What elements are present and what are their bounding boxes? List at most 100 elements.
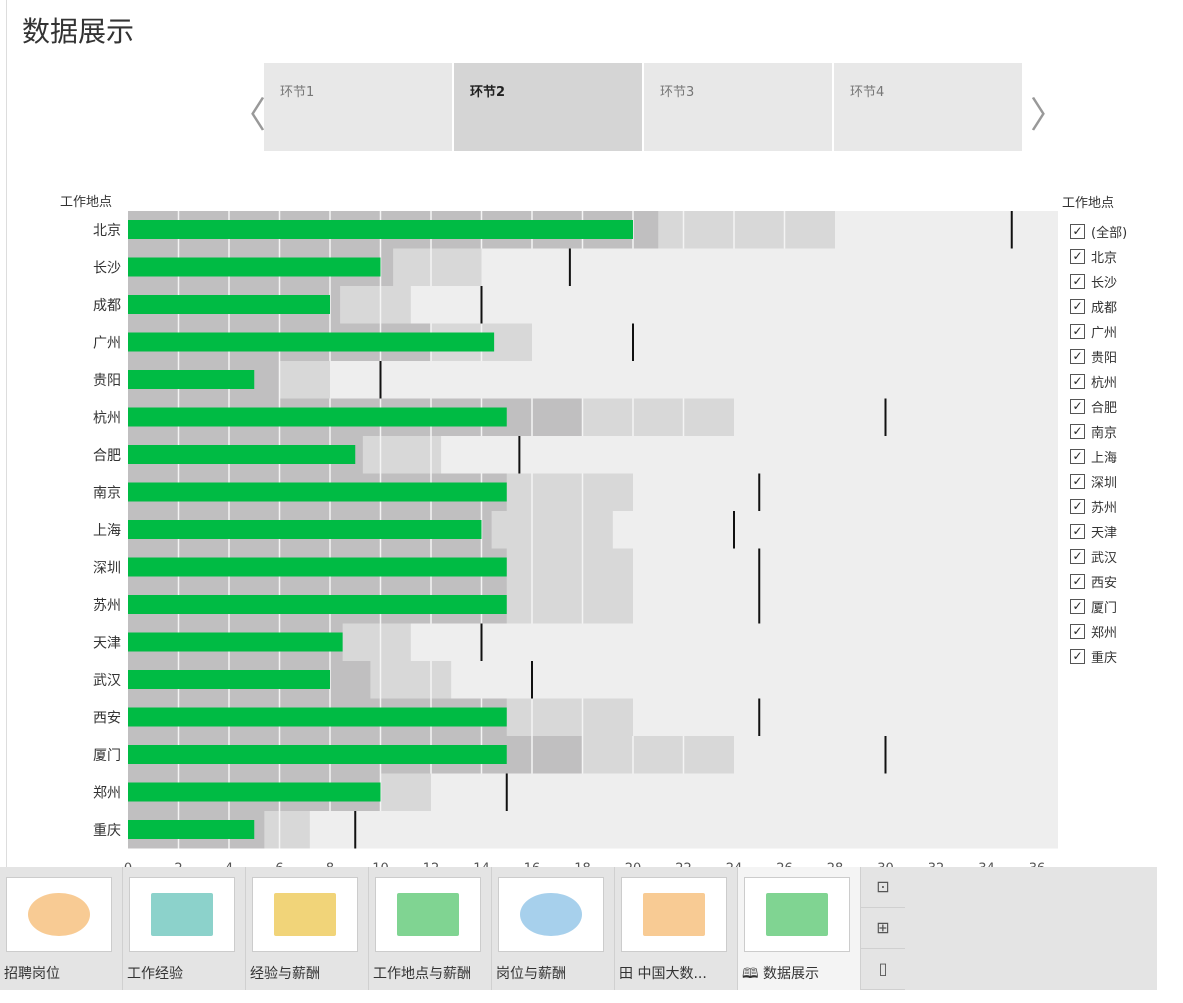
page-title: 数据展示 xyxy=(22,15,135,48)
sheet-tab[interactable]: 岗位与薪酬 xyxy=(492,867,615,990)
new-story-icon[interactable]: ▯ xyxy=(861,949,905,990)
bar-天津 xyxy=(128,632,343,652)
legend-item[interactable]: ✓ 杭州 xyxy=(1062,369,1127,394)
checkbox-icon[interactable]: ✓ xyxy=(1070,224,1085,239)
bar-杭州 xyxy=(128,407,507,427)
legend-item-label: 天津 xyxy=(1091,526,1118,541)
category-label: 上海 xyxy=(93,523,121,539)
checkbox-icon[interactable]: ✓ xyxy=(1070,299,1085,314)
legend-item[interactable]: ✓ 上海 xyxy=(1062,444,1127,469)
checkbox-icon[interactable]: ✓ xyxy=(1070,449,1085,464)
checkbox-icon[interactable]: ✓ xyxy=(1070,649,1085,664)
story-point-1[interactable]: 环节1 xyxy=(264,63,452,151)
legend-item-label: 南京 xyxy=(1091,426,1118,441)
legend-item[interactable]: ✓ 郑州 xyxy=(1062,619,1127,644)
sheet-label: 招聘岗位 xyxy=(4,966,60,982)
checkbox-icon[interactable]: ✓ xyxy=(1070,424,1085,439)
sheet-tab[interactable]: 田 中国大数... xyxy=(615,867,738,990)
legend-item[interactable]: ✓ 南京 xyxy=(1062,419,1127,444)
category-label: 重庆 xyxy=(93,823,121,839)
bar-成都 xyxy=(128,295,330,314)
category-label: 苏州 xyxy=(93,598,121,614)
legend-item-label: 杭州 xyxy=(1091,376,1118,391)
category-label: 天津 xyxy=(93,635,121,651)
checkbox-icon[interactable]: ✓ xyxy=(1070,624,1085,639)
sheet-tab[interactable]: 经验与薪酬 xyxy=(246,867,369,990)
bar-南京 xyxy=(128,482,507,502)
checkbox-icon[interactable]: ✓ xyxy=(1070,499,1085,514)
category-label: 合肥 xyxy=(93,448,121,464)
story-point-3[interactable]: 环节3 xyxy=(644,63,832,151)
legend-item-label: 上海 xyxy=(1091,451,1118,466)
checkbox-icon[interactable]: ✓ xyxy=(1070,549,1085,564)
story-point-4[interactable]: 环节4 xyxy=(834,63,1022,151)
sheet-thumbnail xyxy=(129,877,235,952)
legend-item[interactable]: ✓ 武汉 xyxy=(1062,544,1127,569)
checkbox-icon[interactable]: ✓ xyxy=(1070,474,1085,489)
bar-广州 xyxy=(128,332,495,352)
sheet-label: 岗位与薪酬 xyxy=(496,966,566,982)
category-label: 武汉 xyxy=(93,673,121,689)
sheet-tab[interactable]: 🕮 数据展示 xyxy=(738,867,861,990)
story-point-2[interactable]: 环节2 xyxy=(454,63,642,151)
category-label: 西安 xyxy=(93,710,121,726)
bar-北京 xyxy=(128,220,633,239)
bar-重庆 xyxy=(128,820,255,839)
sheet-tab[interactable]: 工作地点与薪酬 xyxy=(369,867,492,990)
chevron-right-icon[interactable]: 〉 xyxy=(1030,95,1067,136)
legend-item[interactable]: ✓ 长沙 xyxy=(1062,269,1127,294)
legend-item[interactable]: ✓ 北京 xyxy=(1062,244,1127,269)
checkbox-icon[interactable]: ✓ xyxy=(1070,599,1085,614)
legend-item[interactable]: ✓ 苏州 xyxy=(1062,494,1127,519)
sheet-label: 经验与薪酬 xyxy=(250,966,320,982)
category-label: 深圳 xyxy=(93,560,121,576)
legend-item[interactable]: ✓ 西安 xyxy=(1062,569,1127,594)
category-label: 长沙 xyxy=(93,260,121,276)
sheet-thumbnail xyxy=(744,877,850,952)
category-label: 厦门 xyxy=(93,748,121,764)
legend-item[interactable]: ✓ 重庆 xyxy=(1062,644,1127,669)
legend-item-label: 成都 xyxy=(1091,301,1118,316)
checkbox-icon[interactable]: ✓ xyxy=(1070,324,1085,339)
bar-厦门 xyxy=(128,745,507,764)
sheet-tab[interactable]: 工作经验 xyxy=(123,867,246,990)
checkbox-icon[interactable]: ✓ xyxy=(1070,274,1085,289)
legend-item-label: 贵阳 xyxy=(1091,351,1118,366)
legend-item[interactable]: ✓ 合肥 xyxy=(1062,394,1127,419)
checkbox-icon[interactable]: ✓ xyxy=(1070,574,1085,589)
legend-item-label: 深圳 xyxy=(1091,476,1118,491)
legend-item-label: 北京 xyxy=(1091,251,1118,266)
checkbox-icon[interactable]: ✓ xyxy=(1070,399,1085,414)
sheet-tabs: 招聘岗位 工作经验 经验与薪酬 工作地点与薪酬 岗位与薪酬 田 中国大数... 🕮 数据展示… xyxy=(0,867,1157,990)
legend-item[interactable]: ✓ 天津 xyxy=(1062,519,1127,544)
story-points: 环节1 环节2 环节3 环节4 xyxy=(264,63,1022,151)
sheet-thumbnail xyxy=(498,877,604,952)
category-label: 杭州 xyxy=(93,410,121,426)
sheet-thumbnail xyxy=(252,877,358,952)
legend-item[interactable]: ✓ 成都 xyxy=(1062,294,1127,319)
legend-item-label: 广州 xyxy=(1091,326,1118,341)
legend-item[interactable]: ✓ 广州 xyxy=(1062,319,1127,344)
legend-item-label: 西安 xyxy=(1091,576,1118,591)
legend-item[interactable]: ✓ 贵阳 xyxy=(1062,344,1127,369)
legend-item-label: 长沙 xyxy=(1091,276,1118,291)
sheet-tab[interactable]: 招聘岗位 xyxy=(0,867,123,990)
legend-title: 工作地点 xyxy=(1062,196,1115,211)
checkbox-icon[interactable]: ✓ xyxy=(1070,374,1085,389)
legend-item-label: 重庆 xyxy=(1091,651,1118,666)
new-dashboard-icon[interactable]: ⊞ xyxy=(861,908,905,949)
new-sheet-buttons: ⊡ ⊞ ▯ xyxy=(861,867,905,990)
legend-item[interactable]: ✓ 深圳 xyxy=(1062,469,1127,494)
bullet-chart: 北京长沙成都广州贵阳杭州合肥南京上海深圳苏州天津武汉西安厦门郑州重庆024681… xyxy=(93,211,1058,875)
bar-上海 xyxy=(128,520,482,539)
checkbox-icon[interactable]: ✓ xyxy=(1070,249,1085,264)
bar-贵阳 xyxy=(128,370,255,389)
legend-item[interactable]: ✓ 厦门 xyxy=(1062,594,1127,619)
chevron-left-icon[interactable]: 〈 xyxy=(230,95,267,136)
checkbox-icon[interactable]: ✓ xyxy=(1070,349,1085,364)
sheet-thumbnail xyxy=(621,877,727,952)
checkbox-icon[interactable]: ✓ xyxy=(1070,524,1085,539)
new-worksheet-icon[interactable]: ⊡ xyxy=(861,867,905,908)
legend-item[interactable]: ✓ (全部) xyxy=(1062,219,1127,244)
category-label: 北京 xyxy=(93,223,121,239)
